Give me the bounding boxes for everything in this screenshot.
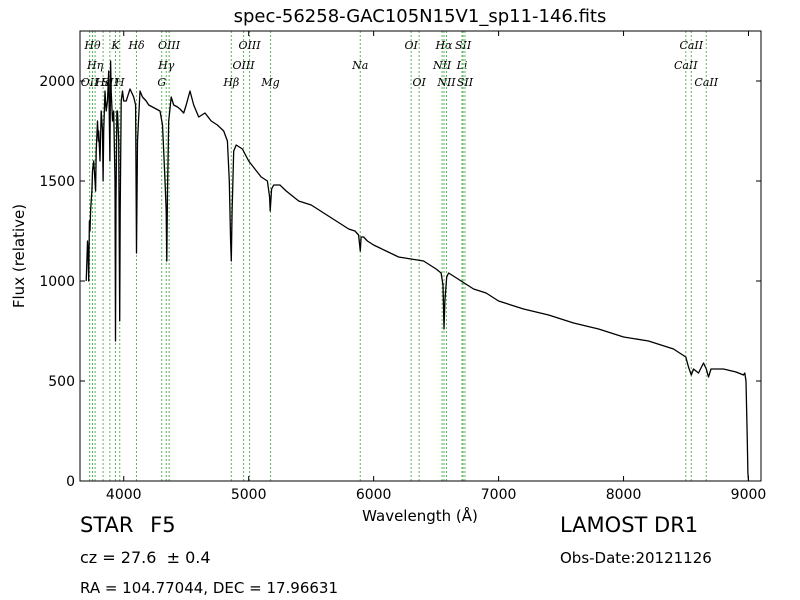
line-marker-label-12: OIII [233,59,256,72]
x-tick-label-1: 5000 [231,487,267,503]
object-class: STAR F5 [80,513,176,537]
survey-name: LAMOST DR1 [560,513,699,537]
line-marker-label-20: NII [436,76,456,89]
line-marker-label-17: OI [412,76,426,89]
chart-title: spec-56258-GAC105N15V1_sp11-146.fits [234,6,607,27]
line-marker-label-2: Hη [86,59,104,72]
line-marker-label-15: Na [351,59,368,72]
line-marker-label-23: SII [457,76,474,89]
y-tick-label-3: 1500 [39,174,75,190]
spectrum-line [85,60,750,482]
y-tick-label-4: 2000 [39,74,75,90]
line-marker-label-13: OIII [239,39,262,52]
line-marker-label-9: Hγ [157,59,175,72]
line-marker-label-3: Hε [94,76,111,89]
y-axis-label: Flux (relative) [10,204,28,308]
redshift-text: cz = 27.6 ± 0.4 [80,548,211,567]
y-tick-label-2: 1000 [39,274,75,290]
line-marker-layer: OII Hθ Hη Hε SII K H Hδ G Hγ OIII Hβ OIII OIII Mg Na OI O… [81,31,719,481]
line-marker-label-5: K [110,39,120,52]
coordinates-text: RA = 104.77044, DEC = 17.96631 [80,579,339,597]
line-marker-label-22: SII [455,39,472,52]
line-marker-label-8: G [157,76,166,89]
line-marker-label-1: Hθ [83,39,101,52]
plot-frame [79,30,762,482]
line-marker-label-14: Mg [260,76,279,89]
line-marker-label-11: Hβ [222,76,239,89]
line-marker-label-19: Hα [434,39,453,52]
x-tick-label-5: 9000 [731,487,767,503]
axis-layer: 4000 5000 6000 7000 8000 9000 0 500 1000 1500 2000 [39,31,766,503]
y-tick-label-0: 0 [66,474,75,490]
line-marker-label-16: OI [404,39,418,52]
x-tick-label-4: 8000 [606,487,642,503]
line-marker-label-25: CaII [679,39,703,52]
observation-date: Obs-Date:20121126 [560,549,712,567]
x-tick-label-3: 7000 [481,487,517,503]
line-marker-label-24: CaII [674,59,698,72]
line-marker-label-21: Li [456,59,468,72]
line-marker-label-26: CaII [694,76,718,89]
line-marker-label-6: H [114,76,125,89]
line-marker-label-0: OII [81,76,99,89]
line-marker-label-7: Hδ [127,39,145,52]
class-label: STAR [80,513,134,537]
line-marker-label-18: NII [432,59,452,72]
y-tick-label-1: 500 [48,374,75,390]
spectrum-plot-layer [85,60,750,482]
x-tick-label-2: 6000 [356,487,392,503]
x-axis-label: Wavelength (Å) [362,506,478,525]
line-marker-label-10: OIII [158,39,181,52]
subclass-label: F5 [150,513,176,537]
x-tick-label-0: 4000 [106,487,142,503]
